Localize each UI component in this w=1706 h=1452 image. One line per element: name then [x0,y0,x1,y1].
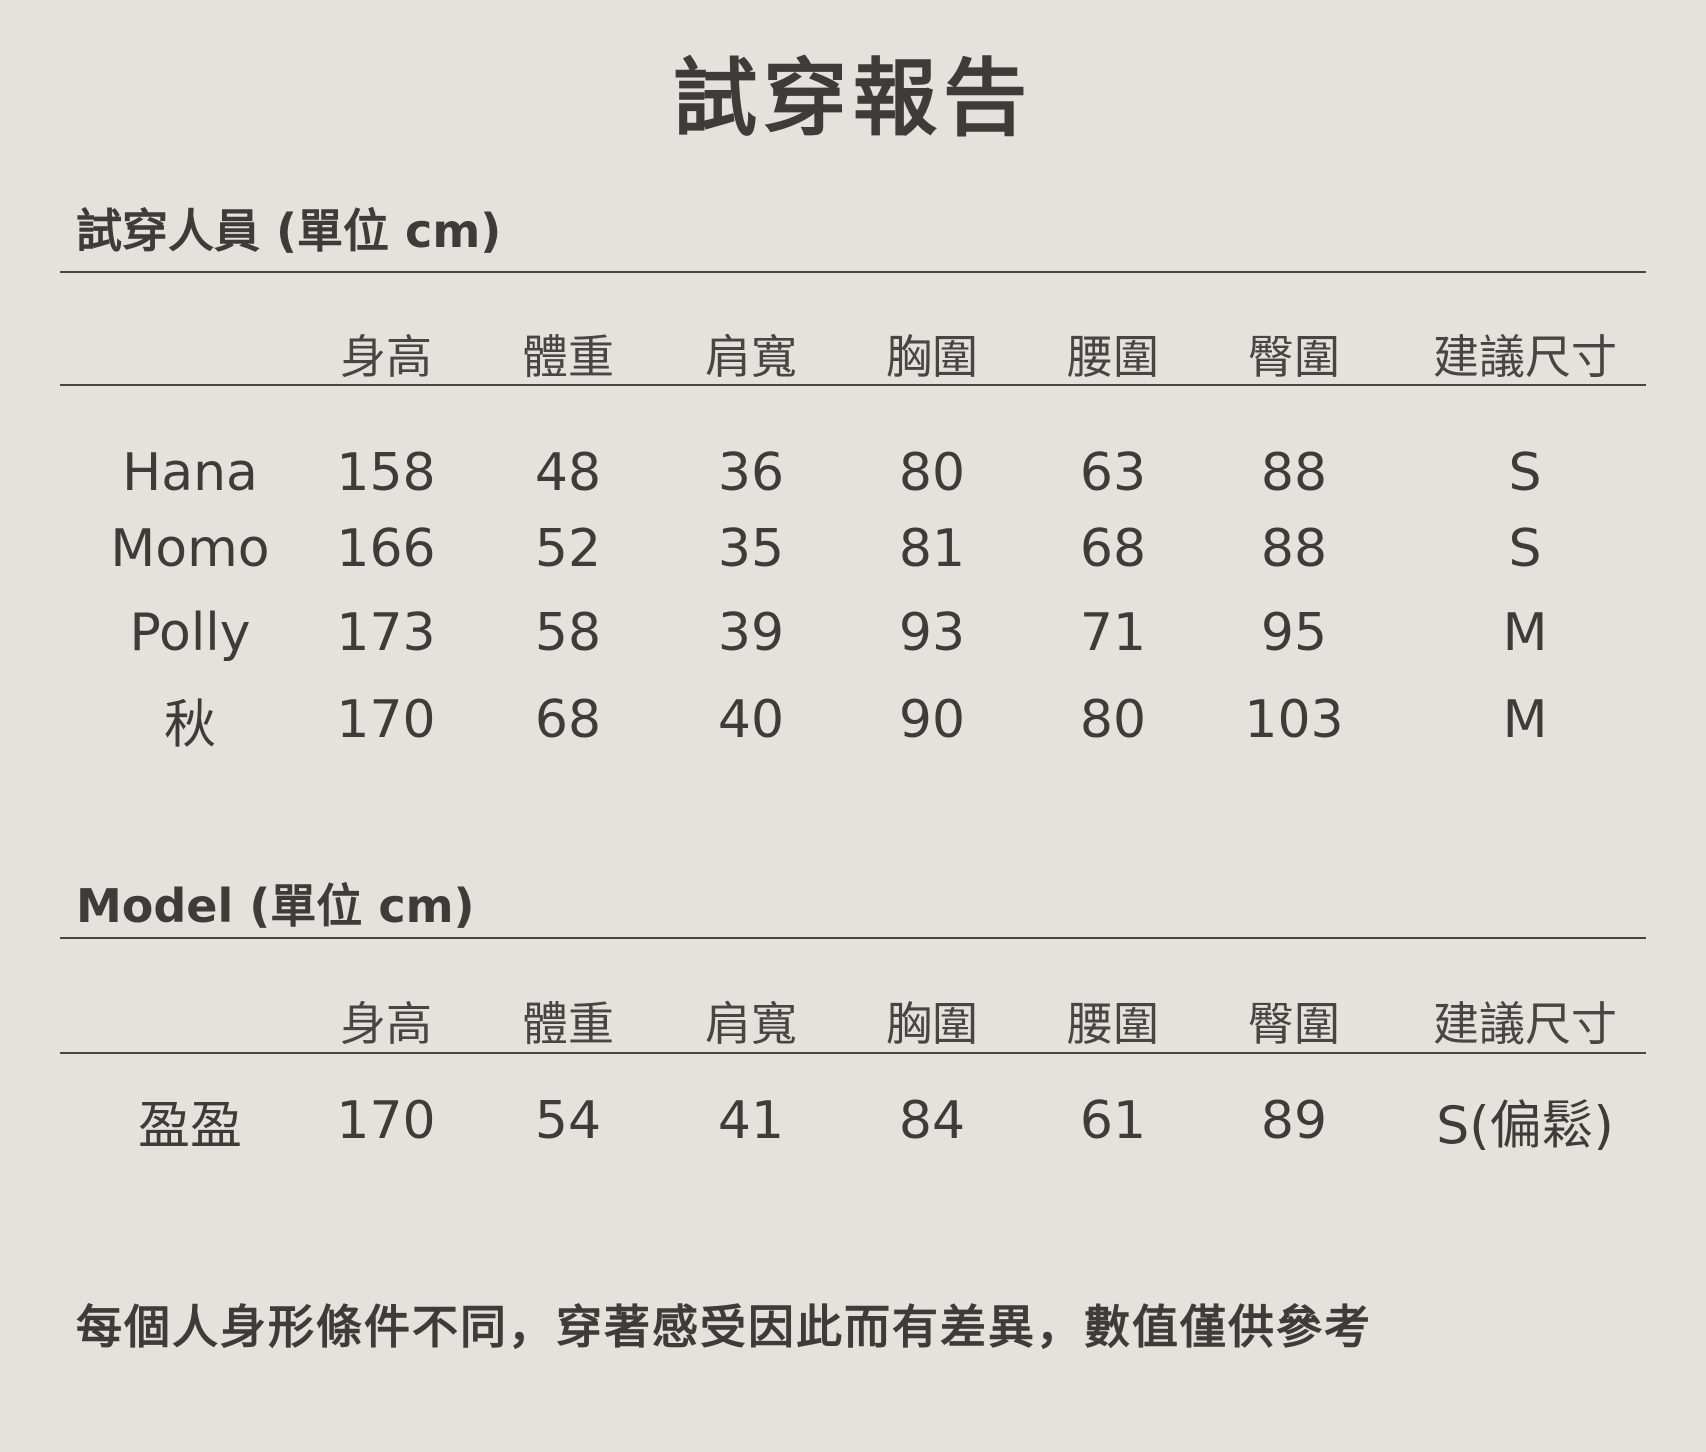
table-cell: 58 [534,603,602,663]
table-cell: 84 [898,1091,966,1151]
table-cell: 41 [717,1091,785,1151]
column-header: 肩寬 [705,330,797,384]
table-cell: 35 [717,519,785,579]
page-title: 試穿報告 [672,49,1034,148]
table-cell: 71 [1079,603,1147,663]
table-cell: 170 [336,690,436,750]
section-heading: 試穿人員 (單位 cm) [76,204,502,258]
row-name: Hana [122,443,258,503]
table-cell: 170 [336,1091,436,1151]
divider [60,384,1646,386]
row-name: Momo [110,519,270,579]
column-header: 肩寬 [705,997,797,1051]
divider [60,271,1646,273]
column-header: 腰圍 [1067,997,1159,1051]
table-cell: S(偏鬆) [1436,1096,1614,1157]
column-header: 體重 [522,997,614,1051]
table-cell: 39 [717,603,785,663]
table-cell: 88 [1260,443,1328,503]
table-cell: 89 [1260,1091,1328,1151]
table-cell: 40 [717,690,785,750]
section-heading: Model (單位 cm) [76,879,475,933]
column-header: 身高 [340,997,432,1051]
table-cell: 68 [534,690,602,750]
column-header: 臀圍 [1248,330,1340,384]
table-cell: 81 [898,519,966,579]
column-header: 體重 [522,330,614,384]
column-header: 胸圍 [886,997,978,1051]
table-cell: 173 [336,603,436,663]
column-header: 胸圍 [886,330,978,384]
column-header: 身高 [340,330,432,384]
column-header: 臀圍 [1248,997,1340,1051]
table-cell: 166 [336,519,436,579]
table-cell: 52 [534,519,602,579]
table-cell: 54 [534,1091,602,1151]
table-cell: 93 [898,603,966,663]
table-cell: 95 [1260,603,1328,663]
row-name: 盈盈 [137,1096,243,1157]
column-header: 腰圍 [1067,330,1159,384]
table-cell: 68 [1079,519,1147,579]
table-cell: 63 [1079,443,1147,503]
table-cell: S [1508,443,1542,503]
table-cell: 61 [1079,1091,1147,1151]
table-cell: M [1502,603,1548,663]
table-cell: 80 [898,443,966,503]
table-cell: 103 [1244,690,1344,750]
table-cell: 80 [1079,690,1147,750]
divider [60,1052,1646,1054]
column-header: 建議尺寸 [1433,330,1617,384]
table-cell: M [1502,690,1548,750]
divider [60,937,1646,939]
table-cell: 158 [336,443,436,503]
row-name: 秋 [163,695,217,756]
column-header: 建議尺寸 [1433,997,1617,1051]
table-cell: 36 [717,443,785,503]
table-cell: 88 [1260,519,1328,579]
table-cell: S [1508,519,1542,579]
row-name: Polly [129,603,251,663]
footer-note: 每個人身形條件不同，穿著感受因此而有差異，數值僅供參考 [76,1300,1372,1354]
table-cell: 90 [898,690,966,750]
table-cell: 48 [534,443,602,503]
